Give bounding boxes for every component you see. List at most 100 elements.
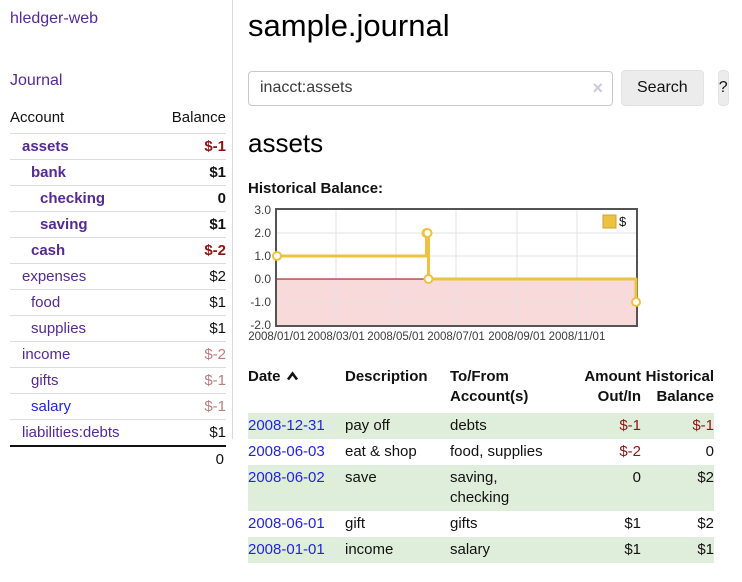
sidebar-account-link-checking[interactable]: checking [40,190,106,207]
help-button[interactable]: ? [717,70,729,106]
register-row: 2008-01-01 income salary $1 $1 [248,537,714,563]
chart-point-marker [631,297,641,307]
transaction-balance: 0 [705,443,714,460]
account-balance: $2 [154,263,226,290]
transaction-date-link[interactable]: 2008-01-01 [248,541,325,558]
account-balance: $-2 [154,341,226,368]
account-row: saving $1 [10,211,226,238]
clear-search-icon[interactable]: × [592,77,603,98]
transaction-accounts: salary [450,541,491,558]
account-balance: $-1 [154,393,226,420]
transaction-description: pay off [345,417,390,434]
col-description: Description [345,365,450,413]
sidebar-account-link-food[interactable]: food [31,294,61,311]
sidebar: hledger-web Journal Account Balance asse… [0,0,233,472]
transaction-balance: $1 [697,541,714,558]
transaction-balance: $2 [697,469,714,486]
search-button[interactable]: Search [621,70,704,106]
transaction-accounts: debts [450,417,487,434]
sort-ascending-icon [286,368,299,388]
chart-container: $3.0 2.0 1.0 0.0 -1.0 -2.0 2008/01/01 2008/03/0… [248,203,714,343]
account-row: food $1 [10,289,226,316]
x-tick-label: 2008/01/01 [248,331,306,343]
chart-title: Historical Balance: [248,180,384,197]
account-row: cash $-2 [10,237,226,264]
transaction-accounts: food, supplies [450,443,543,460]
account-heading: assets [248,128,324,158]
transaction-balance: $2 [697,515,714,532]
register-table: Date Description To/From Account(s) Amou… [248,365,714,563]
col-accounts: To/From Account(s) [450,365,583,413]
account-balance: $1 [154,419,226,446]
register-row: 2008-12-31 pay off debts $-1 $-1 [248,413,714,439]
account-row: bank $1 [10,159,226,186]
sidebar-account-link-assets[interactable]: assets [22,138,69,155]
account-balance: $1 [154,159,226,186]
register-header-row: Date Description To/From Account(s) Amou… [248,365,714,413]
y-tick-label: 2.0 [254,226,271,240]
transaction-accounts: gifts [450,515,478,532]
accounts-total-row: 0 [10,445,226,472]
transaction-amount: 0 [632,469,641,486]
account-balance: $-2 [154,237,226,264]
register-row: 2008-06-03 eat & shop food, supplies $-2 0 [248,439,714,465]
sidebar-account-link-supplies[interactable]: supplies [31,320,87,337]
legend-swatch [602,214,617,229]
sidebar-item-journal[interactable]: Journal [10,72,63,89]
accounts-header-row: Account Balance [10,106,226,134]
transaction-date-link[interactable]: 2008-06-01 [248,515,325,532]
transaction-date-link[interactable]: 2008-06-02 [248,469,325,486]
sidebar-account-link-saving[interactable]: saving [40,216,88,233]
x-tick-label: 2008/11/01 [549,331,606,343]
transaction-date-link[interactable]: 2008-12-31 [248,417,325,434]
register-row: 2008-06-02 save saving, checking 0 $2 [248,465,714,511]
x-tick-label: 2008/09/01 [488,331,546,343]
col-description-label: Description [345,368,428,385]
account-balance: $1 [154,211,226,238]
transaction-date-link[interactable]: 2008-06-03 [248,443,325,460]
transaction-balance: $-1 [692,417,714,434]
account-row: liabilities:debts $1 [10,419,226,446]
accounts-table: Account Balance assets $-1 bank $1 checking 0… [10,106,226,472]
account-row: gifts $-1 [10,367,226,394]
chart-point-marker [272,251,282,261]
sidebar-account-link-liabilities-debts[interactable]: liabilities:debts [22,424,120,441]
register-row: 2008-06-01 gift gifts $1 $2 [248,511,714,537]
y-tick-label: -1.0 [250,295,271,309]
col-amount-label-2: Out/In [597,388,641,405]
sidebar-account-link-income[interactable]: income [22,346,71,363]
account-balance: $1 [154,315,226,342]
x-tick-label: 2008/07/01 [427,331,485,343]
chart-point-marker [423,274,434,284]
x-tick-label: 2008/05/01 [367,331,425,343]
transaction-accounts: saving, checking [450,469,510,506]
account-row: income $-2 [10,341,226,368]
search-box: × [248,70,613,106]
y-tick-label: 1.0 [254,249,271,263]
col-amount-label-1: Amount [584,368,641,385]
sidebar-account-link-expenses[interactable]: expenses [22,268,87,285]
y-tick-label: -2.0 [250,318,271,332]
sidebar-account-link-salary[interactable]: salary [31,398,72,415]
col-accounts-label-1: To/From [450,368,509,385]
col-date-label: Date [248,368,281,385]
col-date[interactable]: Date [248,365,345,413]
account-balance: $1 [154,289,226,316]
sidebar-account-link-gifts[interactable]: gifts [31,372,59,389]
search-row: × Search ? [248,70,729,106]
search-input[interactable] [248,70,613,106]
col-accounts-label-2: Account(s) [450,388,529,405]
account-balance: $-1 [154,133,226,160]
col-balance-label-1: Historical [645,368,714,385]
sidebar-account-link-bank[interactable]: bank [31,164,67,181]
col-balance-label-2: Balance [656,388,714,405]
chart-border [275,208,638,327]
brand-link[interactable]: hledger-web [10,10,99,27]
account-row: salary $-1 [10,393,226,420]
chart-point-marker [422,228,433,238]
transaction-amount: $1 [624,541,641,558]
sidebar-account-link-cash[interactable]: cash [31,242,66,259]
col-balance: Historical Balance [641,365,714,413]
x-tick-label: 2008/03/01 [307,331,365,343]
